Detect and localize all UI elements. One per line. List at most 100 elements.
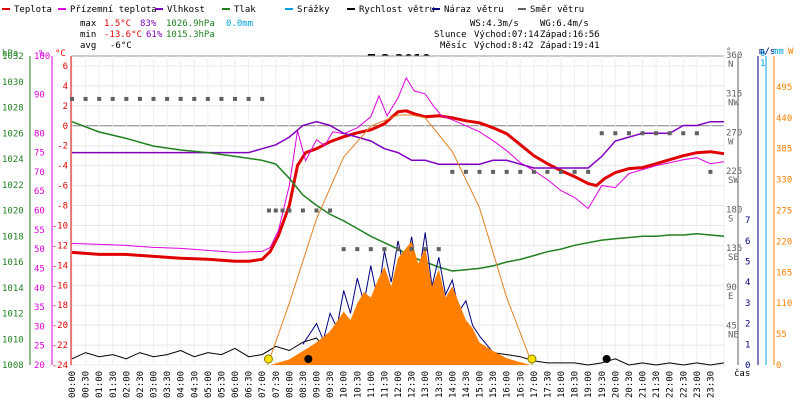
x-tick-label: 23:00 — [693, 371, 703, 398]
axis-unit: ° — [726, 47, 731, 57]
legend-label: Teplota — [14, 5, 52, 15]
stat-avg-label: avg — [80, 41, 96, 51]
wind-direction-point — [559, 169, 563, 174]
ms-tick-label: 5 — [745, 258, 750, 268]
x-tick-label: 04:30 — [190, 371, 200, 398]
wind-direction-point — [626, 131, 631, 136]
dir-tick-name: NE — [728, 330, 739, 340]
x-tick-label: 13:00 — [421, 371, 431, 398]
right-axes: ° m/smm W360N315NW270W225SW180S135SE90E45N… — [726, 47, 794, 371]
temp-tick-label: -8 — [57, 202, 68, 212]
wind-direction-point — [192, 96, 197, 101]
temp-tick-label: 2 — [63, 102, 68, 112]
w-tick-label: 165 — [776, 268, 792, 278]
hum-tick-label: 45 — [34, 264, 45, 274]
x-tick-label: 12:30 — [408, 371, 418, 398]
hum-tick-label: 50 — [34, 245, 45, 255]
x-tick-label: 02:30 — [136, 371, 146, 398]
x-tick-label: 11:00 — [367, 371, 377, 398]
sunrise-marker — [263, 354, 273, 364]
ms-tick-label: 3 — [745, 299, 750, 309]
x-tick-label: 16:30 — [516, 371, 526, 398]
stat-max-label: max — [80, 19, 97, 29]
axis-unit: % — [39, 49, 45, 59]
x-tick-label: 21:00 — [639, 371, 649, 398]
x-tick-label: 20:30 — [625, 371, 635, 398]
x-tick-label: 09:00 — [313, 371, 323, 398]
legend-label: Rychlost větru — [359, 5, 435, 15]
dir-tick-degree: 315 — [726, 90, 742, 100]
hpa-tick-label: 1016 — [2, 258, 24, 268]
w-tick-label: 110 — [776, 299, 792, 309]
hum-tick-label: 30 — [34, 322, 45, 332]
wind-direction-point — [450, 169, 455, 174]
wind-direction-point — [151, 96, 156, 101]
wind-direction-point — [355, 247, 360, 252]
wind-direction-point — [708, 169, 713, 174]
ms-tick-label: 6 — [745, 237, 750, 247]
hum-tick-label: 55 — [34, 226, 45, 236]
series-layer — [70, 76, 725, 366]
dir-tick-name: NW — [728, 99, 739, 109]
wind-direction-point — [368, 247, 373, 252]
wind-direction-point — [504, 169, 509, 174]
axis-unit: °C — [55, 49, 66, 59]
mm-tick-label: 0 — [760, 49, 765, 59]
dir-tick-degree: 45 — [726, 321, 737, 331]
hpa-tick-label: 1022 — [2, 181, 24, 191]
x-tick-label: 12:00 — [394, 371, 404, 398]
wind-direction-point — [572, 169, 577, 174]
dir-tick-name: N — [728, 60, 733, 70]
stat-min-hum: 61% — [146, 30, 163, 40]
hum-tick-label: 25 — [34, 342, 45, 352]
legend-label: Náraz větru — [444, 5, 504, 15]
stat-max-rain: 0.0mm — [226, 19, 253, 29]
stat-max-press: 1026.9hPa — [166, 19, 215, 29]
x-tick-label: 10:30 — [353, 371, 363, 398]
stat-min-press: 1015.3hPa — [166, 30, 215, 40]
hum-tick-label: 100 — [34, 52, 50, 62]
x-tick-label: 03:30 — [163, 371, 173, 398]
axis-unit: m/s — [759, 47, 775, 57]
wind-direction-point — [654, 131, 659, 136]
w-tick-label: 275 — [776, 207, 792, 217]
x-tick-label: 16:00 — [503, 371, 513, 398]
x-tick-label: 09:30 — [326, 371, 336, 398]
series-line — [71, 109, 725, 263]
x-tick-label: 10:00 — [340, 371, 350, 398]
x-tick-label: 11:30 — [380, 371, 390, 398]
x-tick-label: 17:00 — [530, 371, 540, 398]
hpa-tick-label: 1024 — [2, 155, 24, 165]
wind-ws: WS:4.3m/s — [470, 19, 519, 29]
temp-tick-label: 6 — [63, 62, 68, 72]
wind-direction-point — [463, 169, 468, 174]
legend-label: Přízemní teplota — [70, 5, 157, 15]
wind-direction-point — [586, 169, 591, 174]
wind-direction-point — [233, 96, 237, 101]
wind-direction-point — [545, 169, 550, 174]
axis-unit: hPa — [2, 49, 18, 59]
legend-label: Vlhkost — [167, 5, 205, 15]
axis-unit: W — [788, 47, 794, 57]
x-tick-label: 18:00 — [557, 371, 567, 398]
dir-tick-degree: 180 — [726, 206, 742, 216]
x-tick-label: 20:00 — [611, 371, 621, 398]
sun-label: Slunce — [434, 30, 467, 40]
wind-direction-point — [409, 247, 414, 252]
stat-avg-temp: -6°C — [110, 41, 132, 51]
stat-max-temp: 1.5°C — [104, 19, 131, 29]
wind-direction-point — [423, 247, 428, 252]
temp-tick-label: -4 — [57, 162, 68, 172]
x-tick-label: 05:30 — [217, 371, 227, 398]
dir-tick-degree: 135 — [726, 244, 742, 254]
temp-tick-label: -16 — [52, 281, 68, 291]
dir-tick-name: SW — [728, 176, 739, 186]
temp-tick-label: -22 — [52, 341, 68, 351]
dir-tick-name: E — [728, 292, 733, 302]
hpa-tick-label: 1014 — [2, 284, 24, 294]
wind-direction-point — [518, 169, 523, 174]
wind-direction-point — [266, 208, 271, 213]
series-line — [72, 120, 724, 169]
hpa-tick-label: 1026 — [2, 129, 24, 139]
